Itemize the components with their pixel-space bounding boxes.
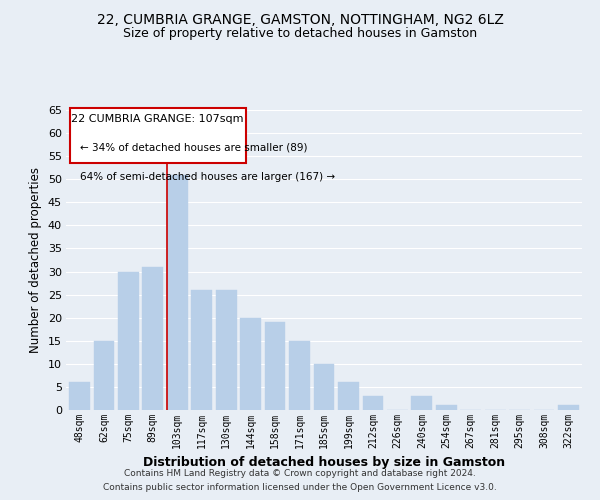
Bar (362, 396, 383, 410)
Text: Size of property relative to detached houses in Gamston: Size of property relative to detached ho… (123, 28, 477, 40)
Text: Contains public sector information licensed under the Open Government Licence v3: Contains public sector information licen… (103, 484, 497, 492)
Bar (216, 290, 236, 410)
Bar (191, 290, 212, 410)
Bar (69, 382, 90, 410)
FancyBboxPatch shape (70, 108, 246, 163)
Bar (314, 364, 334, 410)
Bar (289, 341, 310, 410)
Bar (167, 174, 188, 410)
Text: Contains HM Land Registry data © Crown copyright and database right 2024.: Contains HM Land Registry data © Crown c… (124, 468, 476, 477)
Text: 64% of semi-detached houses are larger (167) →: 64% of semi-detached houses are larger (… (80, 172, 335, 182)
Bar (142, 267, 163, 410)
Bar (412, 396, 432, 410)
Bar (338, 382, 359, 410)
Text: 22, CUMBRIA GRANGE, GAMSTON, NOTTINGHAM, NG2 6LZ: 22, CUMBRIA GRANGE, GAMSTON, NOTTINGHAM,… (97, 12, 503, 26)
Y-axis label: Number of detached properties: Number of detached properties (29, 167, 42, 353)
Bar (118, 272, 139, 410)
Text: ← 34% of detached houses are smaller (89): ← 34% of detached houses are smaller (89… (80, 142, 307, 152)
Text: 22 CUMBRIA GRANGE: 107sqm: 22 CUMBRIA GRANGE: 107sqm (71, 114, 244, 124)
Bar (265, 322, 286, 410)
Bar (558, 406, 579, 410)
Bar (436, 406, 457, 410)
Bar (240, 318, 261, 410)
Bar (94, 341, 114, 410)
X-axis label: Distribution of detached houses by size in Gamston: Distribution of detached houses by size … (143, 456, 505, 469)
